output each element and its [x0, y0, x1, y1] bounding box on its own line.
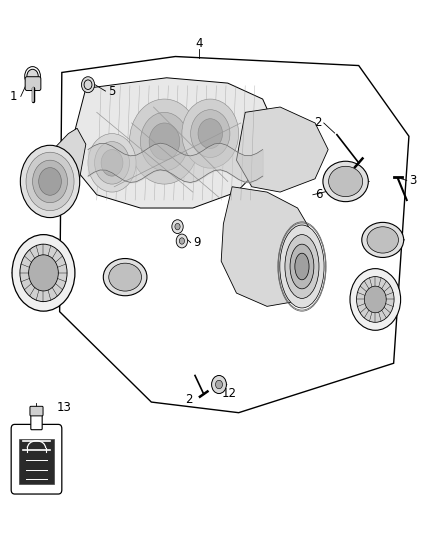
Circle shape — [88, 134, 136, 192]
Circle shape — [141, 112, 188, 171]
Text: 2: 2 — [314, 117, 321, 130]
Text: 10: 10 — [122, 285, 137, 298]
Text: 7: 7 — [385, 229, 392, 242]
FancyBboxPatch shape — [30, 406, 43, 416]
Ellipse shape — [280, 225, 324, 308]
Ellipse shape — [333, 171, 358, 192]
Circle shape — [27, 69, 38, 83]
Polygon shape — [73, 78, 276, 208]
Text: 6: 6 — [315, 188, 322, 201]
Text: 9: 9 — [193, 236, 200, 249]
Ellipse shape — [328, 166, 363, 197]
Circle shape — [364, 286, 386, 313]
FancyBboxPatch shape — [25, 77, 41, 91]
Text: 2: 2 — [185, 393, 192, 406]
FancyBboxPatch shape — [11, 424, 62, 494]
Circle shape — [357, 277, 394, 322]
Ellipse shape — [323, 161, 368, 201]
Circle shape — [81, 77, 95, 93]
Ellipse shape — [109, 263, 141, 291]
Circle shape — [149, 123, 180, 160]
Text: 11: 11 — [29, 265, 44, 278]
Circle shape — [20, 146, 80, 217]
Ellipse shape — [285, 235, 319, 298]
Circle shape — [179, 238, 184, 244]
Circle shape — [101, 150, 123, 176]
Circle shape — [32, 160, 67, 203]
Ellipse shape — [295, 253, 309, 280]
Ellipse shape — [371, 230, 394, 249]
Ellipse shape — [362, 222, 404, 257]
Ellipse shape — [290, 244, 314, 289]
Text: 1: 1 — [10, 90, 17, 103]
Text: 5: 5 — [108, 85, 115, 98]
Text: 3: 3 — [409, 174, 416, 187]
Text: 8: 8 — [367, 301, 374, 314]
Text: 12: 12 — [221, 386, 236, 400]
Circle shape — [176, 234, 187, 248]
Ellipse shape — [113, 267, 137, 287]
Circle shape — [175, 223, 180, 230]
Circle shape — [182, 99, 239, 168]
Circle shape — [198, 119, 223, 149]
Ellipse shape — [103, 259, 147, 296]
FancyBboxPatch shape — [19, 439, 53, 484]
Text: 13: 13 — [57, 401, 71, 414]
Circle shape — [350, 269, 401, 330]
Ellipse shape — [367, 227, 399, 253]
Circle shape — [130, 99, 199, 184]
Circle shape — [172, 220, 183, 233]
Circle shape — [12, 235, 75, 311]
Circle shape — [20, 244, 67, 302]
Circle shape — [26, 152, 74, 211]
Polygon shape — [237, 107, 328, 192]
Polygon shape — [44, 128, 86, 208]
Circle shape — [215, 380, 223, 389]
Circle shape — [28, 255, 58, 291]
Polygon shape — [221, 187, 319, 306]
Circle shape — [212, 375, 226, 393]
Circle shape — [95, 142, 130, 184]
Circle shape — [191, 110, 230, 158]
FancyBboxPatch shape — [31, 413, 42, 430]
Text: 4: 4 — [196, 37, 203, 50]
Circle shape — [39, 167, 61, 195]
